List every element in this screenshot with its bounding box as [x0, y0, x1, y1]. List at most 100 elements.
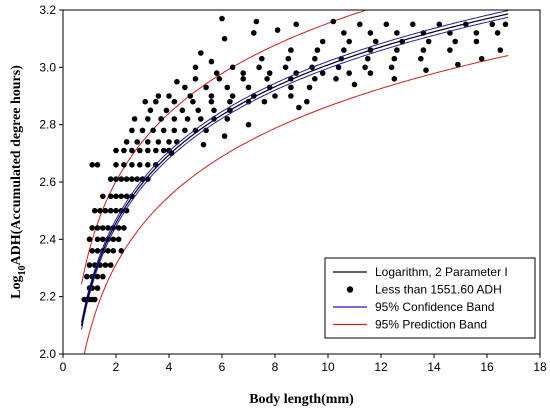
data-point	[113, 147, 119, 154]
data-point	[391, 76, 398, 82]
data-point	[410, 21, 416, 28]
y-tick-label: 2.8	[39, 118, 56, 132]
data-point	[351, 81, 358, 88]
data-point	[129, 162, 135, 168]
data-point	[478, 55, 485, 62]
plot-content	[80, 10, 509, 354]
data-point	[425, 38, 432, 45]
data-point	[113, 193, 119, 200]
data-point	[259, 55, 265, 62]
data-point	[221, 133, 228, 139]
data-point	[296, 104, 302, 111]
data-point	[346, 70, 353, 76]
data-point	[420, 47, 427, 53]
data-point	[423, 67, 429, 73]
confidence-band-lower	[81, 16, 509, 330]
data-point	[341, 47, 347, 53]
legend-label: Less than 1551.60 ADH	[375, 283, 502, 297]
data-point	[89, 162, 95, 168]
y-tick-label: 3.0	[39, 60, 56, 74]
data-point	[155, 139, 162, 145]
legend-item: Logarithm, 2 Parameter I	[333, 265, 508, 279]
data-point	[123, 193, 130, 200]
data-point	[129, 147, 135, 154]
y-tick-label: 2.4	[39, 232, 56, 246]
data-point	[105, 248, 111, 254]
data-point	[100, 236, 106, 243]
data-point	[171, 116, 178, 122]
data-point	[113, 207, 119, 214]
data-point	[208, 98, 215, 105]
data-point	[391, 55, 398, 62]
data-point	[312, 76, 318, 82]
data-point	[198, 50, 204, 56]
data-point	[102, 207, 109, 214]
data-point	[110, 248, 117, 254]
data-point	[288, 47, 294, 53]
data-point	[121, 147, 127, 154]
data-point	[452, 38, 459, 45]
data-point	[253, 18, 260, 25]
data-point	[97, 207, 103, 214]
data-point	[208, 58, 215, 65]
x-tick-label: 14	[427, 360, 441, 374]
data-point	[192, 76, 199, 82]
data-point	[166, 93, 172, 99]
x-tick-label: 4	[166, 360, 173, 374]
data-point	[335, 64, 342, 71]
data-point	[203, 127, 209, 134]
data-point	[107, 193, 114, 200]
axis-ticks: 0 2 4 6 8 10 12 14 16 18 2.0 2.2 2.4 2.6 2.8 3.0 3.2	[39, 3, 547, 374]
data-point	[216, 76, 223, 82]
data-point	[123, 207, 130, 214]
data-point	[251, 30, 257, 36]
data-point	[436, 21, 443, 28]
data-point	[333, 76, 339, 82]
data-point	[213, 70, 220, 76]
data-point	[150, 127, 156, 134]
data-point	[274, 27, 281, 33]
data-point	[362, 64, 368, 71]
data-point	[94, 285, 101, 291]
data-point	[266, 70, 273, 76]
data-point	[224, 84, 231, 91]
data-point	[121, 225, 127, 231]
data-point	[394, 30, 400, 36]
data-point	[155, 93, 162, 99]
data-point	[219, 15, 225, 22]
data-point	[134, 139, 140, 145]
data-point	[312, 55, 318, 62]
legend: Logarithm, 2 Parameter I Less than 1551.6…	[324, 257, 536, 339]
x-tick-label: 18	[533, 360, 547, 374]
data-point	[341, 30, 347, 36]
data-point	[139, 127, 146, 134]
data-point	[184, 116, 191, 122]
data-point	[473, 38, 480, 45]
data-point	[92, 207, 98, 214]
data-point	[245, 121, 252, 128]
data-point	[200, 141, 207, 148]
legend-label: Logarithm, 2 Parameter I	[375, 265, 508, 279]
data-point	[94, 248, 101, 254]
data-point	[330, 18, 337, 25]
data-point	[145, 139, 151, 145]
data-point	[145, 162, 151, 168]
data-point	[179, 107, 186, 114]
data-point	[89, 225, 95, 231]
data-point	[118, 248, 125, 254]
data-point	[105, 225, 111, 231]
x-tick-label: 8	[272, 360, 279, 374]
y-axis-title: Log10ADH(Accumulated degree hours)	[9, 65, 28, 299]
data-point	[187, 93, 193, 99]
x-tick-label: 6	[219, 360, 226, 374]
data-point	[229, 93, 236, 99]
data-point	[240, 70, 246, 76]
data-point	[163, 107, 170, 114]
data-point	[134, 176, 140, 182]
data-point	[190, 98, 196, 105]
data-point	[158, 116, 164, 122]
data-point	[174, 78, 180, 85]
data-point	[110, 236, 117, 243]
data-point	[115, 236, 122, 243]
